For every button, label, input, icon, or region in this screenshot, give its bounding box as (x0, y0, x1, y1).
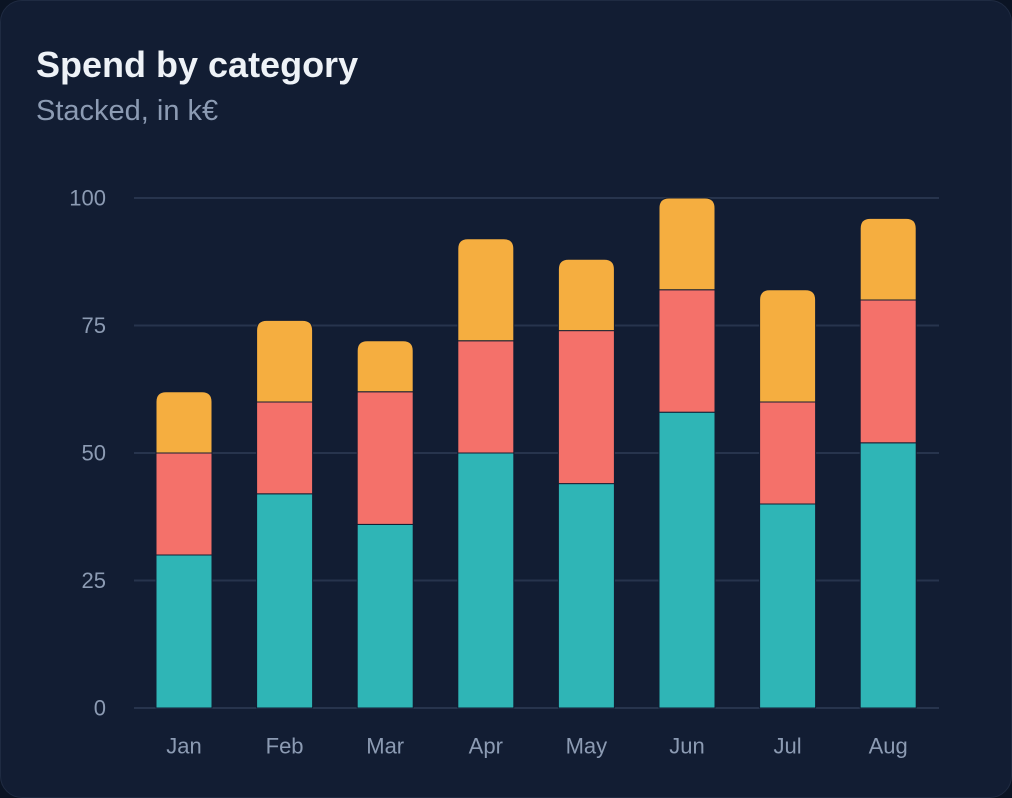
y-tick-label: 50 (82, 441, 106, 466)
bar-segment-may-1 (557, 483, 615, 709)
x-tick-label: Feb (266, 734, 304, 759)
y-tick-label: 100 (69, 186, 106, 211)
bar-segment-jun-2 (658, 289, 716, 413)
bar-segment-jul-1 (759, 503, 817, 709)
bar-segment-feb-2 (256, 401, 314, 495)
bar-segment-jan-2 (155, 452, 213, 556)
x-tick-label: Aug (869, 734, 908, 759)
bar-segment-aug-1 (859, 442, 917, 709)
y-tick-label: 75 (82, 313, 106, 338)
bar-segment-feb-1 (256, 493, 314, 709)
x-tick-label: Mar (366, 734, 404, 759)
bar-segment-apr-3 (457, 238, 515, 342)
bar-segment-may-3 (557, 258, 615, 332)
chart-subtitle: Stacked, in k€ (36, 95, 219, 127)
x-tick-label: Jul (774, 734, 802, 759)
bar-segment-mar-3 (356, 340, 414, 393)
bar-segment-jul-3 (759, 289, 817, 403)
bar-segment-jun-1 (658, 411, 716, 709)
bar-segment-apr-1 (457, 452, 515, 709)
bar-segment-feb-3 (256, 319, 314, 403)
bar-segment-jan-1 (155, 554, 213, 709)
x-tick-label: Jun (669, 734, 704, 759)
y-tick-label: 0 (94, 696, 106, 721)
bar-segment-apr-2 (457, 340, 515, 454)
bar-segment-aug-3 (859, 217, 917, 301)
chart-title: Spend by category (36, 44, 359, 85)
y-tick-label: 25 (82, 568, 106, 593)
bar-segment-jun-3 (658, 197, 716, 291)
x-tick-label: Jan (166, 734, 201, 759)
bar-segment-mar-1 (356, 523, 414, 709)
x-tick-label: May (566, 734, 608, 759)
x-tick-label: Apr (469, 734, 503, 759)
bar-segment-jul-2 (759, 401, 817, 505)
bar-segment-jan-3 (155, 391, 213, 454)
bar-segment-mar-2 (356, 391, 414, 525)
bar-segment-may-2 (557, 330, 615, 485)
bar-segment-aug-2 (859, 299, 917, 444)
